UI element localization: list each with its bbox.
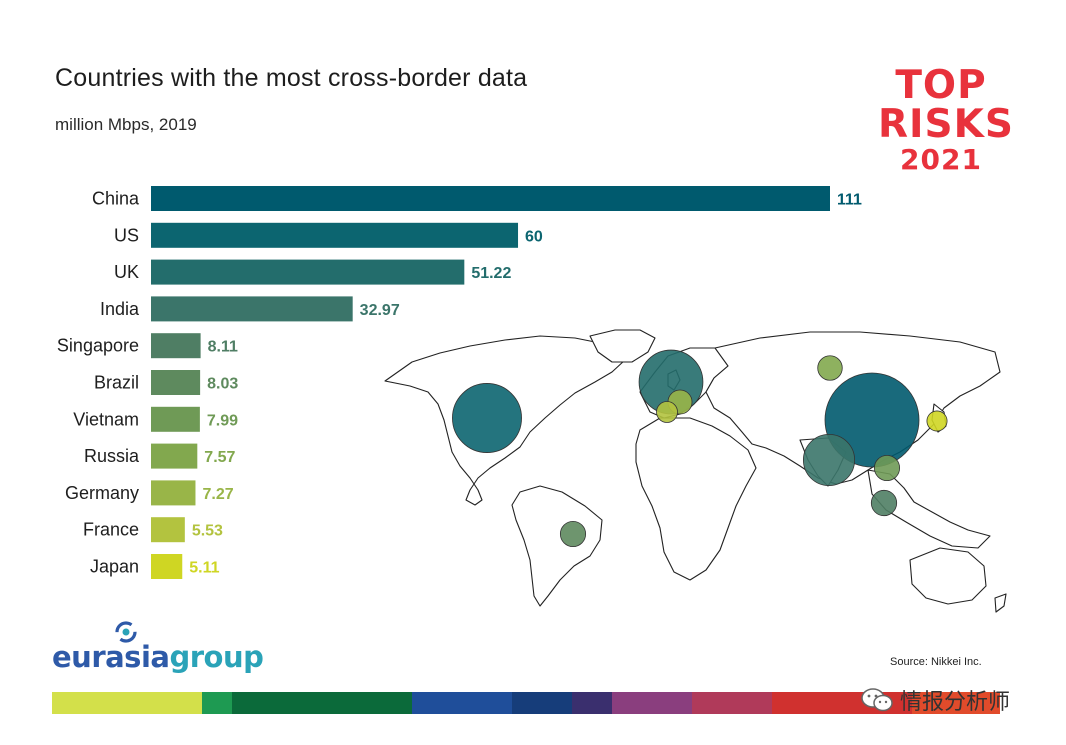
top-risks-logo-line2: RISKS (878, 102, 1014, 147)
map-bubbles (452, 349, 948, 548)
chart-title: Countries with the most cross-border dat… (55, 64, 528, 92)
value-label-japan: 5.11 (189, 560, 219, 577)
category-label-uk: UK (114, 262, 139, 282)
bars-group: China 111 US 60 UK 51.22 India 32.97 Singapore 8.… (57, 186, 862, 579)
watermark: 情报分析师 (860, 684, 1010, 716)
value-label-uk: 51.22 (471, 265, 511, 282)
top-risks-logo: TOP RISKS 2021 (878, 63, 1014, 176)
south-america-shape (511, 485, 603, 607)
bar-uk (151, 259, 465, 285)
bubble-japan (926, 410, 948, 432)
value-label-vietnam: 7.99 (207, 412, 238, 429)
category-label-vietnam: Vietnam (73, 409, 139, 429)
bubble-singapore (870, 489, 898, 517)
stripe-segment (412, 692, 512, 714)
bar-brazil (151, 370, 201, 395)
stripe-segment (692, 692, 772, 714)
category-label-japan: Japan (90, 557, 139, 577)
bubble-vietnam (873, 454, 901, 482)
category-label-india: India (100, 299, 140, 319)
stripe-segment (572, 692, 612, 714)
stripe-segment (512, 692, 572, 714)
wechat-icon (861, 688, 893, 712)
bar-china (151, 186, 830, 211)
category-label-china: China (92, 189, 140, 209)
top-risks-logo-line3: 2021 (900, 143, 982, 176)
bar-chart: China 111 US 60 UK 51.22 India 32.97 Singapore 8.… (57, 186, 1007, 613)
color-stripe (52, 692, 1000, 714)
eurasia-logo-part2: group (169, 640, 264, 674)
bubble-india (802, 433, 856, 487)
value-label-china: 111 (837, 192, 862, 209)
bar-germany (151, 480, 196, 506)
category-label-brazil: Brazil (94, 373, 139, 393)
top-risks-logo-line1: TOP (895, 63, 987, 108)
category-label-france: France (83, 520, 139, 540)
value-label-germany: 7.27 (202, 486, 233, 503)
value-label-brazil: 8.03 (207, 376, 238, 393)
value-label-singapore: 8.11 (208, 339, 238, 356)
bubble-france (656, 401, 678, 423)
category-label-us: US (114, 225, 139, 245)
eurasia-group-logo: eurasiagroup (52, 640, 264, 674)
bubble-us (452, 383, 522, 453)
eurasia-logo-part1: eurasia (52, 640, 170, 674)
value-label-france: 5.53 (192, 523, 223, 540)
bubble-brazil (559, 520, 587, 548)
stripe-segment (232, 692, 412, 714)
bar-japan (151, 554, 183, 579)
bar-singapore (151, 333, 201, 359)
stripe-segment (912, 692, 1000, 714)
category-label-singapore: Singapore (57, 336, 139, 356)
greenland-shape (589, 329, 656, 363)
stripe-segment (612, 692, 692, 714)
new-zealand-shape (994, 593, 1007, 613)
bar-india (151, 296, 353, 322)
stripe-segment (52, 692, 202, 714)
watermark-text: 情报分析师 (900, 690, 1011, 715)
eurasia-group-icon (115, 621, 137, 643)
bubble-russia (817, 355, 843, 381)
australia-shape (909, 547, 987, 605)
bar-vietnam (151, 406, 200, 432)
bar-france (151, 517, 185, 543)
southeast-asia-shape (867, 469, 991, 549)
value-label-india: 32.97 (360, 302, 400, 319)
stripe-segment (202, 692, 232, 714)
bar-us (151, 222, 519, 248)
africa-shape (635, 417, 757, 581)
source-note: Source: Nikkei Inc. (890, 656, 982, 668)
category-label-russia: Russia (84, 446, 140, 466)
category-label-germany: Germany (65, 483, 139, 503)
value-label-russia: 7.57 (204, 449, 235, 466)
bar-russia (151, 443, 198, 469)
value-label-us: 60 (525, 228, 543, 245)
chart-subtitle: million Mbps, 2019 (55, 115, 197, 134)
